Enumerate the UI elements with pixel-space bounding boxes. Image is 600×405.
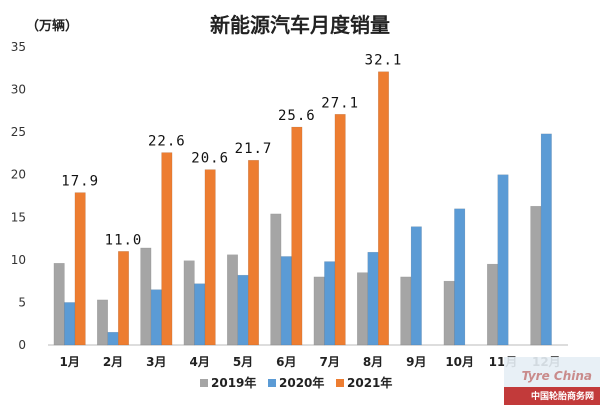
bar-2020年-8月 bbox=[367, 251, 379, 346]
watermark-logo: Tyre China bbox=[521, 369, 592, 383]
bar-2020年-5月 bbox=[237, 274, 249, 346]
bar-2021年-7月 bbox=[334, 114, 346, 346]
data-label: 21.7 bbox=[235, 141, 273, 157]
x-tick-label: 5月 bbox=[233, 355, 253, 369]
bar-2021年-8月 bbox=[378, 71, 389, 346]
watermark-site: 中国轮胎商务网 bbox=[530, 392, 594, 402]
bar-2019年-3月 bbox=[140, 247, 152, 346]
bar-2021年-3月 bbox=[161, 152, 173, 346]
data-label: 32.1 bbox=[365, 53, 403, 69]
bar-2019年-11月 bbox=[487, 263, 498, 346]
legend: 2019年 2020年 2021年 bbox=[200, 375, 392, 390]
y-tick-label: 20 bbox=[11, 168, 26, 182]
bar-2019年-6月 bbox=[270, 213, 282, 346]
bar-2020年-7月 bbox=[324, 261, 336, 346]
bar-2019年-1月 bbox=[53, 263, 65, 346]
data-label: 20.6 bbox=[191, 151, 229, 167]
x-tick-label: 1月 bbox=[59, 355, 79, 369]
watermark-band bbox=[504, 387, 600, 405]
x-tick-label: 7月 bbox=[319, 355, 339, 369]
y-tick-label: 25 bbox=[11, 125, 26, 139]
bar-2020年-3月 bbox=[150, 289, 162, 346]
x-tick-label: 10月 bbox=[445, 355, 474, 369]
bar-2021年-6月 bbox=[291, 126, 303, 346]
bar-2021年-5月 bbox=[248, 159, 259, 346]
x-tick-label: 9月 bbox=[406, 355, 426, 369]
x-tick-label: 2月 bbox=[103, 355, 123, 369]
data-label: 25.6 bbox=[278, 108, 316, 124]
bar-2019年-9月 bbox=[400, 276, 412, 346]
bar-2020年-9月 bbox=[410, 226, 422, 346]
bar-2021年-4月 bbox=[204, 169, 216, 346]
y-axis-ticks: 0 5 10 15 20 25 30 35 bbox=[11, 40, 26, 352]
legend-label: 2019年 bbox=[211, 375, 256, 390]
bar-2019年-7月 bbox=[313, 276, 325, 346]
bar-2020年-4月 bbox=[194, 283, 206, 346]
legend-swatch bbox=[200, 379, 208, 387]
bar-2021年-1月 bbox=[74, 192, 86, 346]
x-tick-label: 6月 bbox=[276, 355, 296, 369]
data-label: 11.0 bbox=[105, 232, 143, 248]
bar-2020年-10月 bbox=[454, 208, 466, 346]
y-tick-label: 15 bbox=[11, 210, 26, 224]
legend-label: 2021年 bbox=[347, 375, 392, 390]
data-label: 17.9 bbox=[61, 174, 99, 190]
data-label: 22.6 bbox=[148, 134, 186, 150]
bar-2019年-2月 bbox=[97, 299, 108, 346]
y-tick-label: 5 bbox=[18, 295, 26, 309]
legend-swatch bbox=[268, 379, 276, 387]
y-tick-label: 0 bbox=[18, 338, 26, 352]
data-labels: 17.9 11.0 22.6 20.6 21.7 25.6 27.1 32.1 bbox=[61, 53, 403, 249]
bar-2020年-1月 bbox=[64, 302, 76, 346]
bar-2019年-4月 bbox=[183, 260, 195, 346]
bar-2019年-5月 bbox=[227, 254, 238, 346]
bar-2020年-6月 bbox=[280, 256, 292, 346]
legend-label: 2020年 bbox=[279, 375, 324, 390]
y-tick-label: 35 bbox=[11, 40, 26, 54]
bar-2019年-10月 bbox=[443, 280, 455, 346]
bar-2021年-2月 bbox=[118, 251, 129, 346]
x-tick-label: 4月 bbox=[189, 355, 209, 369]
y-tick-label: 10 bbox=[11, 253, 26, 267]
bar-2020年-11月 bbox=[497, 174, 509, 346]
chart-title: 新能源汽车月度销量 bbox=[210, 13, 390, 37]
bars bbox=[53, 71, 552, 346]
y-tick-label: 30 bbox=[11, 83, 26, 97]
legend-swatch bbox=[336, 379, 344, 387]
bar-2020年-12月 bbox=[540, 133, 552, 346]
bar-2020年-2月 bbox=[107, 331, 119, 346]
x-tick-label: 8月 bbox=[363, 355, 383, 369]
data-label: 27.1 bbox=[321, 95, 359, 111]
bar-2019年-12月 bbox=[530, 205, 542, 346]
y-axis-unit: （万辆） bbox=[26, 18, 78, 34]
x-tick-label: 3月 bbox=[146, 355, 166, 369]
bar-2019年-8月 bbox=[357, 272, 368, 346]
x-axis-ticks: 1月2月3月4月5月6月7月8月9月10月11月12月 bbox=[59, 355, 560, 369]
